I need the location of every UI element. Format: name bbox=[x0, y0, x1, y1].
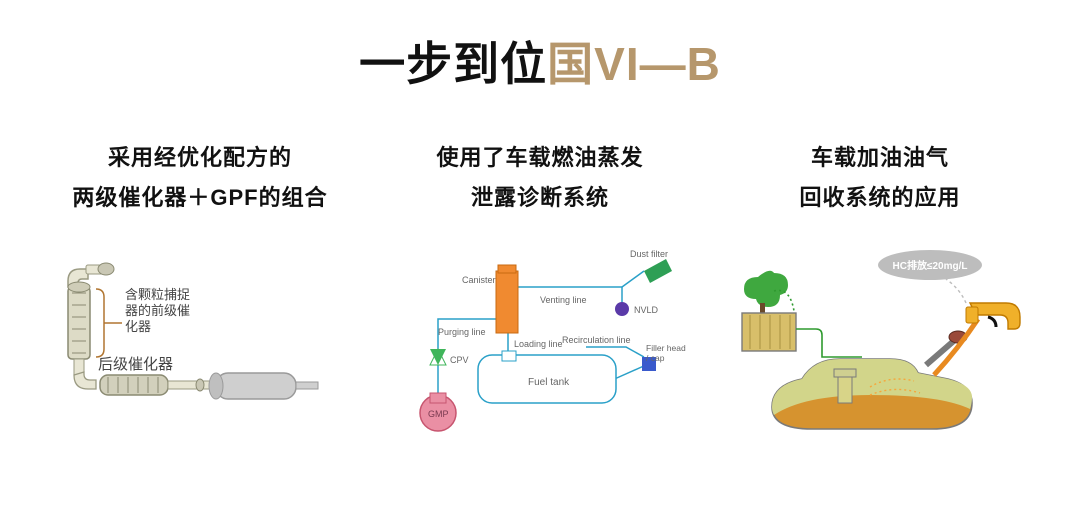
col2-subtitle-line1: 使用了车载燃油蒸发 bbox=[436, 138, 643, 178]
nvld-label: NVLD bbox=[634, 305, 659, 315]
pre-cat-label: 含颗粒捕捉 器的前级催 化器 bbox=[125, 287, 194, 334]
col3-diagram: HC排放≤20mg/L bbox=[730, 247, 1030, 437]
columns-row: 采用经优化配方的 两级催化器＋GPF的组合 含颗粒捕捉 器的前 bbox=[0, 94, 1080, 437]
cpv-label: CPV bbox=[450, 355, 469, 365]
fuel-tank-label: Fuel tank bbox=[528, 377, 570, 388]
col3-subtitle-line2: 回收系统的应用 bbox=[799, 178, 960, 218]
column-1: 采用经优化配方的 两级催化器＋GPF的组合 含颗粒捕捉 器的前 bbox=[40, 138, 360, 437]
col3-subtitle: 车载加油油气 回收系统的应用 bbox=[799, 138, 960, 217]
dust-filter bbox=[644, 259, 672, 283]
filler-label: Filler head / cap bbox=[646, 343, 688, 363]
cpv-valve bbox=[430, 349, 446, 365]
col2-subtitle-line2: 泄露诊断系统 bbox=[436, 178, 643, 218]
page-title: 一步到位国VI—B bbox=[0, 0, 1080, 94]
recirc-label: Recirculation line bbox=[562, 335, 631, 345]
exhaust-svg: 含颗粒捕捉 器的前级催 化器 后级催化器 bbox=[50, 247, 350, 437]
purging-label: Purging line bbox=[438, 327, 486, 337]
canister-label: Canister bbox=[462, 275, 496, 285]
column-3: 车载加油油气 回收系统的应用 HC排放≤20mg/L bbox=[720, 138, 1040, 437]
venting-label: Venting line bbox=[540, 295, 587, 305]
nvld bbox=[615, 302, 629, 316]
refuel-svg: HC排放≤20mg/L bbox=[730, 247, 1030, 437]
muffler-body bbox=[216, 373, 296, 399]
col1-diagram: 含颗粒捕捉 器的前级催 化器 后级催化器 bbox=[50, 247, 350, 437]
col1-subtitle-line1: 采用经优化配方的 bbox=[72, 138, 327, 178]
col2-subtitle: 使用了车载燃油蒸发 泄露诊断系统 bbox=[436, 138, 643, 217]
pre-cat-body bbox=[68, 287, 90, 359]
gmp-label: GMP bbox=[428, 409, 449, 419]
inlet-flange bbox=[98, 263, 114, 275]
loading-label: Loading line bbox=[514, 339, 563, 349]
post-cat-label: 后级催化器 bbox=[98, 356, 173, 373]
title-part1: 一步到位 bbox=[359, 38, 547, 90]
col1-subtitle-line2: 两级催化器＋GPF的组合 bbox=[72, 178, 327, 218]
dust-filter-label: Dust filter bbox=[630, 249, 668, 259]
tree-icon bbox=[744, 271, 788, 313]
hc-badge-text: HC排放≤20mg/L bbox=[893, 259, 968, 272]
col3-subtitle-line1: 车载加油油气 bbox=[799, 138, 960, 178]
column-2: 使用了车载燃油蒸发 泄露诊断系统 bbox=[380, 138, 700, 437]
canister bbox=[496, 271, 518, 333]
evap-svg: Canister Dust filter NVLD Venting line P… bbox=[390, 247, 690, 437]
pre-cat-bracket bbox=[96, 289, 104, 357]
col1-subtitle: 采用经优化配方的 两级催化器＋GPF的组合 bbox=[72, 138, 327, 217]
col2-diagram: Canister Dust filter NVLD Venting line P… bbox=[390, 247, 690, 437]
title-part2: 国VI—B bbox=[547, 38, 721, 90]
